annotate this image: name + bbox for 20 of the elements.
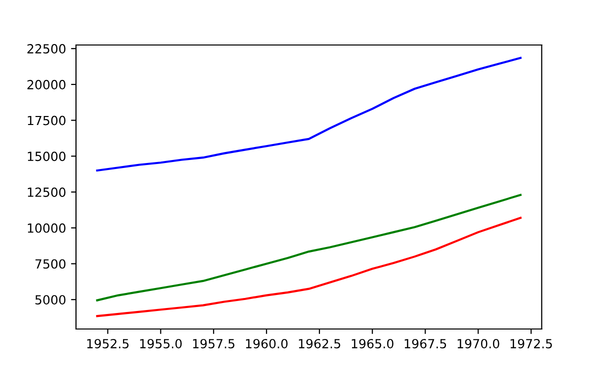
y-tick-label: 15000: [28, 152, 66, 162]
x-tick-label: 1955.0: [140, 338, 182, 348]
line-series: [96, 56, 522, 172]
x-tick-label: 1962.5: [298, 338, 340, 348]
y-tick-label: 12500: [28, 187, 66, 197]
x-tick-label: 1967.5: [404, 338, 446, 348]
line-series: [96, 194, 522, 302]
y-tick-label: 7500: [35, 259, 66, 269]
y-tick-label: 17500: [28, 116, 66, 126]
y-tick-label: 20000: [27, 80, 66, 90]
line-series: [96, 216, 522, 318]
y-tick-label: 10000: [28, 223, 66, 233]
x-tick-label: 1960.0: [246, 338, 288, 348]
y-tick-label: 5000: [35, 295, 66, 305]
x-tick-label: 1972.5: [510, 338, 552, 348]
x-tick-label: 1952.5: [87, 338, 129, 348]
x-tick-label: 1970.0: [458, 338, 500, 348]
x-tick-label: 1957.5: [193, 338, 234, 348]
y-tick-label: 22500: [27, 44, 66, 54]
x-tick-label: 1965.0: [352, 338, 394, 348]
